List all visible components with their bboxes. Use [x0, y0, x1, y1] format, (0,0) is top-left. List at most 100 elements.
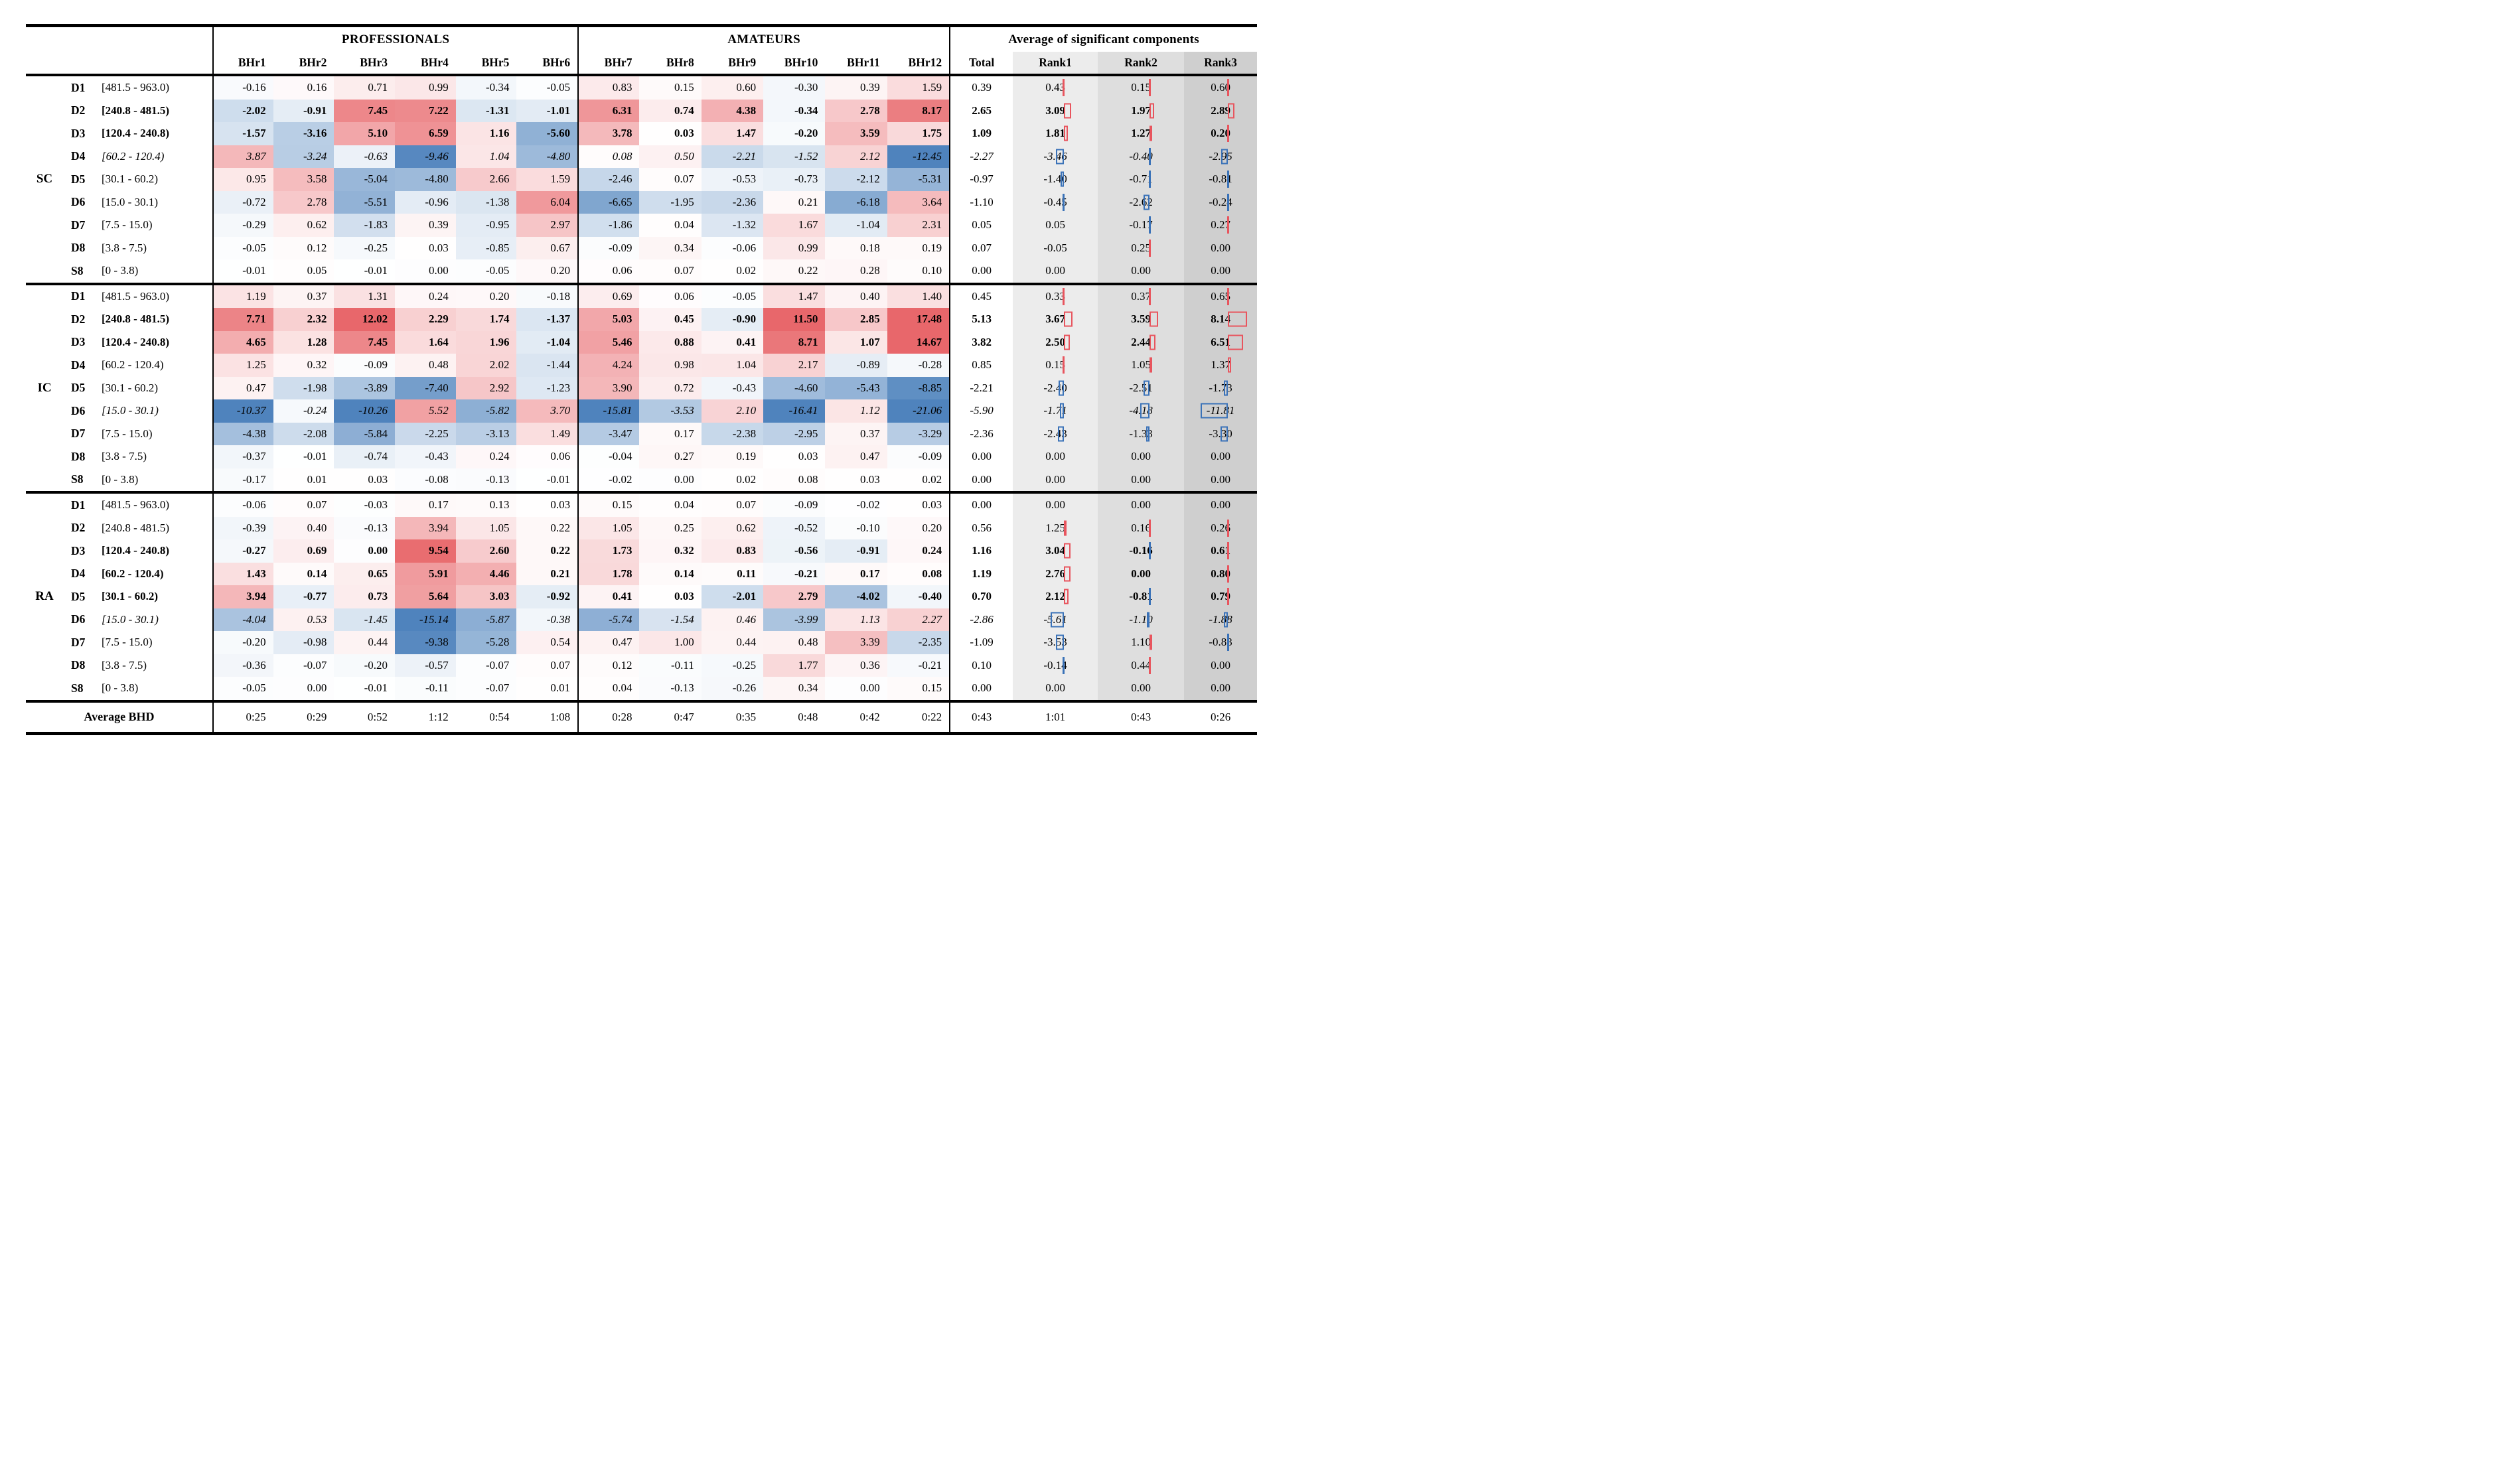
negative-bar-marker: [1200, 403, 1228, 419]
column-header-bhr9: BHr9: [728, 56, 757, 69]
rank3-cell: 0.00: [1184, 677, 1258, 700]
positive-bar-marker: [1063, 520, 1067, 536]
heat-cell: 0.46: [701, 608, 764, 631]
rank1-cell: 0.05: [1013, 214, 1098, 237]
heat-cell: 0.10: [887, 259, 950, 283]
heat-cell: 0.41: [701, 330, 764, 354]
heat-cell: 0.15: [639, 76, 702, 100]
heat-cell: -0.05: [516, 76, 578, 100]
table-row-ra-d4: D4 [60.2 - 120.4) 1.43 0.14 0.65 5.91 4.46 0.21…: [26, 562, 1258, 585]
heat-cell: -0.05: [212, 236, 273, 259]
heat-cell: -10.26: [334, 399, 396, 423]
heat-cell: 0.06: [639, 285, 702, 308]
heat-cell: 0.01: [516, 677, 578, 700]
heat-cell: -0.72: [212, 190, 273, 214]
heat-cell: -1.86: [577, 214, 640, 237]
section-label-ic: [26, 445, 63, 468]
heat-cell: 0.72: [639, 376, 702, 399]
rank1-cell: -3.53: [1013, 631, 1098, 654]
rank1-cell: -0.14: [1013, 654, 1098, 677]
heat-cell: -1.23: [516, 376, 578, 399]
row-range: [3.8 - 7.5): [102, 450, 147, 463]
rank1-cell: 0.43: [1013, 76, 1098, 100]
negative-bar-marker: [1144, 380, 1150, 396]
heat-cell: 5.52: [395, 399, 456, 423]
heat-cell: -7.40: [395, 376, 456, 399]
average-bhd-label: Average BHD: [84, 710, 155, 723]
column-header-rank2: Rank2: [1098, 52, 1185, 74]
total-cell: 0.00: [949, 259, 1013, 283]
heat-cell: -2.35: [887, 631, 950, 654]
total-cell: 0.00: [949, 677, 1013, 700]
heat-cell: -0.09: [577, 236, 640, 259]
group-header-row: PROFESSIONALS AMATEURS Average of signif…: [26, 27, 1257, 52]
heat-cell: -0.09: [763, 494, 826, 517]
heat-cell: 0.32: [639, 539, 702, 563]
heat-cell: 2.92: [455, 376, 517, 399]
negative-bar-marker: [1146, 426, 1150, 442]
rank1-cell: 2.50: [1013, 330, 1098, 354]
average-bhd-value: 0:43: [1130, 710, 1151, 723]
heat-cell: 5.03: [577, 308, 640, 331]
average-bhd-value: 0:54: [489, 710, 510, 723]
total-cell: 0.70: [949, 585, 1013, 608]
rank3-cell: 0.00: [1184, 445, 1258, 468]
heat-cell: -0.01: [273, 445, 334, 468]
heat-cell: -1.04: [516, 330, 578, 354]
rank3-cell: -0.83: [1184, 631, 1258, 654]
positive-bar-marker: [1226, 588, 1229, 606]
heat-cell: 0.32: [273, 354, 334, 377]
heat-cell: 0.00: [273, 677, 334, 700]
negative-bar-marker: [1224, 380, 1228, 396]
heat-cell: 11.50: [763, 308, 826, 331]
heat-cell: -0.34: [763, 99, 826, 122]
rank1-cell: 1.25: [1013, 516, 1098, 539]
heat-cell: 0.03: [395, 236, 456, 259]
heat-cell: 4.24: [577, 354, 640, 377]
rank1-cell: -0.05: [1013, 236, 1098, 259]
total-cell: 2.65: [949, 99, 1013, 122]
heat-cell: 0.44: [334, 631, 396, 654]
heat-cell: 12.02: [334, 308, 396, 331]
heat-cell: 5.91: [395, 562, 456, 585]
heat-cell: 1.28: [273, 330, 334, 354]
heat-cell: 2.66: [455, 168, 517, 191]
row-code: D3: [71, 543, 86, 557]
rank1-cell: 3.67: [1013, 308, 1098, 331]
positive-bar-marker: [1226, 216, 1229, 234]
positive-bar-marker: [1148, 239, 1151, 257]
heat-cell: 0.22: [516, 516, 578, 539]
heat-cell: -0.34: [455, 76, 517, 100]
table-row-ic-d6: D6 [15.0 - 30.1) -10.37 -0.24 -10.26 5.52 -5.8…: [26, 399, 1258, 423]
heat-cell: -0.10: [825, 516, 887, 539]
section-label-ic: [26, 354, 63, 377]
heat-cell: 0.20: [516, 259, 578, 283]
heat-cell: 0.34: [763, 677, 826, 700]
heat-cell: 2.17: [763, 354, 826, 377]
heat-cell: -1.52: [763, 145, 826, 168]
heat-cell: 1.47: [701, 122, 764, 145]
heat-cell: 0.48: [763, 631, 826, 654]
positive-bar-marker: [1063, 589, 1069, 604]
rank3-cell: 0.27: [1184, 214, 1258, 237]
rank1-cell: 0.00: [1013, 259, 1098, 283]
heat-cell: -0.89: [825, 354, 887, 377]
heat-cell: -0.30: [763, 76, 826, 100]
positive-bar-marker: [1226, 125, 1229, 143]
row-range: [240.8 - 481.5): [102, 104, 169, 117]
heat-cell: -6.65: [577, 190, 640, 214]
heat-cell: 1.43: [212, 562, 273, 585]
heat-cell: 3.03: [455, 585, 517, 608]
negative-bar-marker: [1221, 149, 1228, 165]
heat-cell: 1.59: [516, 168, 578, 191]
heat-cell: 1.12: [825, 399, 887, 423]
row-range: [481.5 - 963.0): [102, 81, 169, 94]
rank1-cell: 0.00: [1013, 445, 1098, 468]
total-cell: 0.10: [949, 654, 1013, 677]
heat-cell: 0.03: [639, 122, 702, 145]
heat-cell: -4.80: [516, 145, 578, 168]
section-label-sc: [26, 191, 63, 214]
table-row-sc-d5: SC D5 [30.1 - 60.2) 0.95 3.58 -5.04 -4.80 2.66 1…: [26, 168, 1258, 191]
heat-cell: -0.73: [763, 168, 826, 191]
header-spacer: [100, 52, 212, 74]
